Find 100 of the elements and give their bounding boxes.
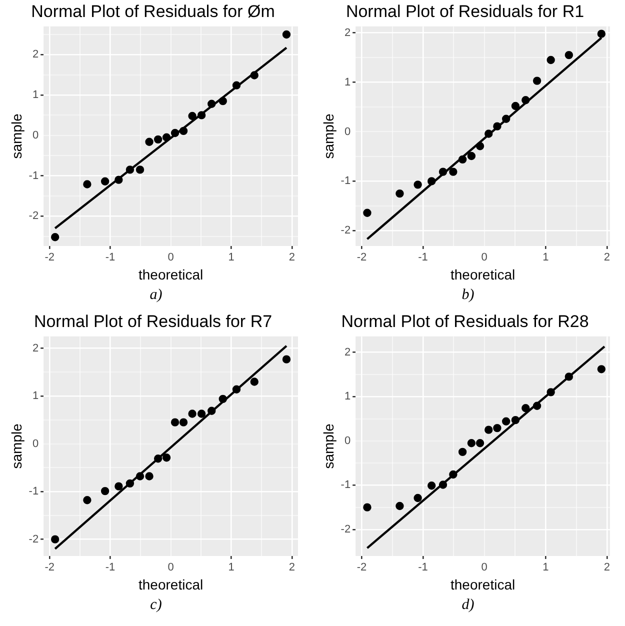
- x-tick-label: -2: [356, 562, 367, 574]
- point: [476, 142, 484, 150]
- y-tick-label: 1: [344, 390, 351, 403]
- point: [467, 152, 476, 160]
- point: [414, 180, 422, 189]
- point: [484, 426, 493, 434]
- point: [564, 50, 574, 60]
- y-tick-label: 1: [32, 89, 39, 102]
- x-axis-title: theoretical: [138, 576, 204, 592]
- point: [467, 439, 476, 448]
- point: [493, 122, 502, 130]
- y-axis-title: sample: [320, 423, 336, 469]
- point: [597, 30, 606, 38]
- y-axis-title: sample: [8, 423, 24, 469]
- point: [493, 424, 502, 432]
- x-tick-label: -1: [418, 562, 428, 574]
- x-tick-label: -1: [105, 252, 116, 264]
- point: [502, 114, 510, 123]
- point: [179, 126, 188, 136]
- point: [458, 448, 467, 456]
- point: [208, 406, 216, 415]
- x-axis-title: theoretical: [450, 266, 516, 282]
- point: [511, 102, 520, 110]
- point: [564, 372, 574, 381]
- x-tick-label: -1: [418, 252, 428, 264]
- chart-title: Normal Plot of Residuals for R1: [346, 2, 584, 21]
- x-tick-label: 0: [168, 562, 174, 574]
- y-tick-label: 2: [344, 26, 351, 39]
- point: [438, 480, 448, 489]
- point: [396, 502, 404, 510]
- point: [145, 472, 154, 480]
- y-tick-label: 2: [32, 342, 39, 354]
- point: [218, 394, 227, 404]
- point: [484, 130, 493, 138]
- point: [511, 416, 520, 424]
- point: [50, 535, 60, 544]
- y-tick-label: 1: [344, 76, 351, 88]
- point: [458, 155, 467, 164]
- point: [250, 378, 258, 386]
- y-tick-label: -2: [28, 533, 39, 546]
- point: [100, 486, 110, 496]
- x-tick-label: 2: [288, 562, 296, 574]
- point: [502, 417, 510, 426]
- point: [428, 177, 436, 186]
- x-tick-label: 1: [542, 252, 549, 264]
- y-axis-title: sample: [8, 113, 24, 159]
- x-tick-label: 2: [604, 562, 610, 574]
- point: [83, 180, 92, 188]
- point: [208, 100, 216, 108]
- x-tick-label: 2: [604, 252, 610, 264]
- point: [396, 189, 404, 198]
- y-tick-label: -1: [28, 486, 39, 498]
- y-tick-label: 0: [32, 438, 39, 450]
- y-tick-label: -2: [28, 210, 39, 222]
- point: [363, 208, 372, 217]
- x-tick-label: 0: [481, 252, 488, 264]
- text: b): [462, 286, 474, 305]
- x-tick-label: 0: [481, 562, 488, 574]
- point: [114, 482, 123, 490]
- y-tick-label: -2: [340, 224, 351, 237]
- point: [197, 111, 206, 120]
- point: [50, 233, 60, 242]
- x-tick-label: 0: [168, 252, 174, 264]
- point: [114, 176, 123, 184]
- x-axis-title: theoretical: [450, 576, 516, 592]
- point: [162, 454, 171, 462]
- point: [532, 402, 542, 410]
- point: [170, 418, 180, 426]
- point: [438, 168, 448, 176]
- point: [449, 168, 458, 176]
- y-tick-label: -2: [340, 523, 351, 536]
- y-tick-label: 2: [32, 48, 39, 61]
- chart-title: Normal Plot of Residuals for R28: [341, 312, 589, 331]
- y-tick-label: 1: [32, 390, 39, 402]
- y-tick-label: 0: [344, 126, 351, 138]
- x-tick-label: 1: [228, 252, 234, 264]
- point: [136, 472, 144, 480]
- y-tick-label: -1: [28, 170, 39, 182]
- y-tick-label: 2: [344, 346, 351, 358]
- point: [188, 410, 196, 418]
- point: [162, 133, 171, 142]
- x-tick-label: -2: [356, 252, 367, 264]
- y-tick-label: -1: [340, 479, 351, 492]
- point: [170, 128, 180, 138]
- point: [532, 76, 542, 85]
- point: [136, 166, 144, 174]
- text: c): [150, 596, 162, 615]
- point: [179, 418, 188, 426]
- x-tick-label: 1: [228, 562, 234, 574]
- point: [188, 112, 196, 120]
- point: [126, 166, 134, 174]
- point: [546, 388, 555, 396]
- point: [546, 56, 555, 64]
- y-tick-label: 0: [344, 434, 351, 447]
- point: [154, 135, 162, 144]
- point: [154, 454, 162, 463]
- x-tick-label: 2: [288, 252, 296, 264]
- x-tick-label: -2: [44, 252, 55, 264]
- y-tick-label: -1: [340, 175, 351, 188]
- chart-title: Normal Plot of Residuals for Øm: [31, 2, 275, 21]
